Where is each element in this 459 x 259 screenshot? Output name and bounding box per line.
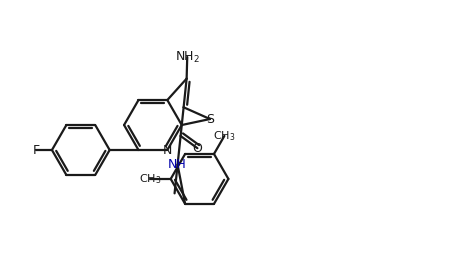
- Text: N: N: [162, 143, 172, 156]
- Text: NH$_2$: NH$_2$: [175, 49, 200, 64]
- Text: F: F: [33, 143, 39, 156]
- Text: S: S: [206, 112, 214, 126]
- Text: CH$_3$: CH$_3$: [213, 129, 235, 143]
- Text: O: O: [192, 142, 202, 155]
- Text: NH: NH: [168, 158, 187, 171]
- Text: CH$_3$: CH$_3$: [139, 172, 161, 186]
